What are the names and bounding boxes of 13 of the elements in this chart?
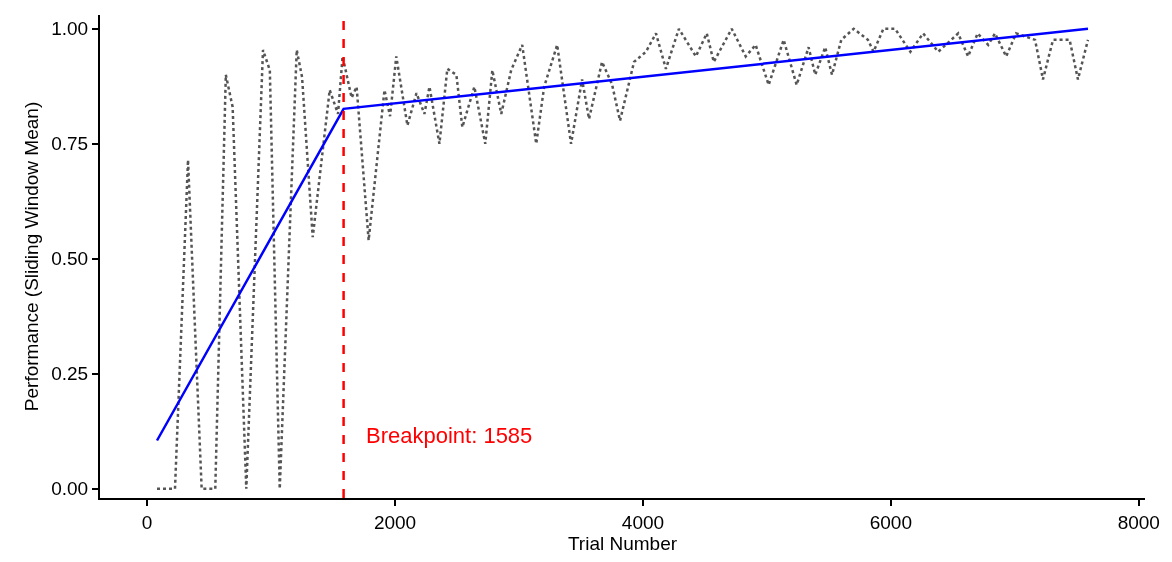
y-tick-label: 0.50	[51, 248, 89, 270]
y-tick-label: 1.00	[51, 18, 89, 40]
y-tick-label: 0.25	[51, 363, 89, 385]
x-tick-label: 6000	[869, 511, 913, 533]
x-tick-label: 2000	[373, 511, 417, 533]
y-tick-label: 0.75	[51, 133, 89, 155]
x-tick-label: 8000	[1117, 511, 1160, 533]
x-tick-label: 4000	[621, 511, 665, 533]
x-tick-label: 0	[141, 511, 153, 533]
y-axis-title: Performance (Sliding Window Mean)	[20, 101, 42, 412]
x-axis-title: Trial Number	[567, 532, 678, 554]
ref-line-label: Breakpoint: 1585	[366, 423, 533, 448]
y-tick-label: 0.00	[51, 478, 89, 500]
